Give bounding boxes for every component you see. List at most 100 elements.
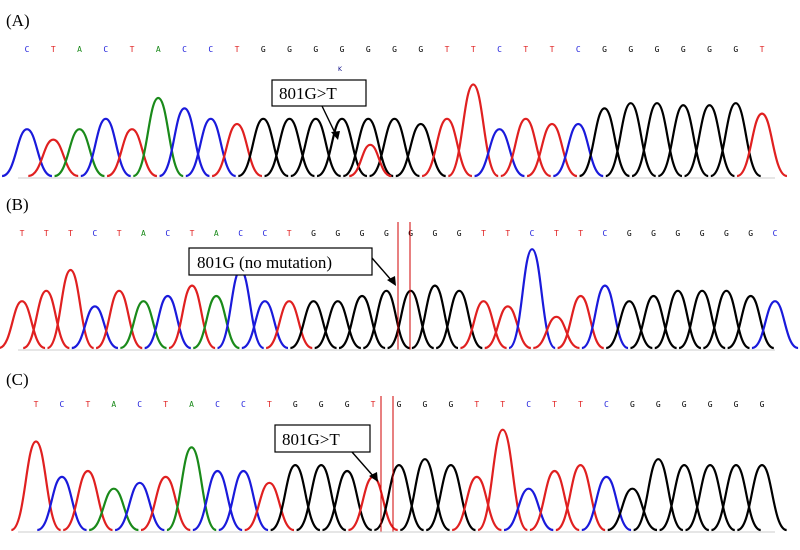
trace-peak [555, 464, 606, 532]
base-call: G [760, 400, 765, 409]
base-call: C [262, 229, 267, 238]
base-call: T [267, 400, 272, 409]
trace-peak [484, 305, 532, 350]
base-call: T [85, 400, 90, 409]
base-call: C [137, 400, 142, 409]
trace-peak [659, 464, 710, 532]
base-call: T [760, 45, 765, 54]
base-call: T [500, 400, 505, 409]
trace-peak [27, 138, 79, 178]
trace-peak [533, 315, 580, 350]
base-call: C [208, 45, 213, 54]
base-call: A [189, 400, 194, 409]
base-call: C [497, 45, 502, 54]
base-call: G [651, 229, 656, 238]
base-call: A [156, 45, 161, 54]
panel-a-secondary-call: K [338, 66, 343, 73]
base-call: G [681, 45, 686, 54]
panel-a-callout-box [271, 79, 367, 107]
trace-peak [373, 464, 425, 532]
base-call: C [182, 45, 187, 54]
trace-peak [421, 117, 473, 178]
panel-b-arrowhead [387, 276, 396, 286]
trace-peak [270, 464, 321, 532]
trace-peak [395, 122, 447, 178]
base-call: C [526, 400, 531, 409]
trace-peak [605, 300, 653, 350]
trace-peak [88, 487, 139, 532]
base-call: G [675, 229, 680, 238]
base-call: G [261, 45, 266, 54]
trace-peak [114, 481, 165, 532]
base-call: T [471, 45, 476, 54]
base-call: G [384, 229, 389, 238]
trace-peak [508, 248, 556, 350]
panel-a-callout: 801G>T [271, 79, 367, 140]
trace-peak [80, 117, 132, 178]
base-call: A [111, 400, 116, 409]
base-call: T [20, 229, 25, 238]
trace-peak [529, 469, 580, 532]
trace-peak [211, 122, 263, 178]
panel-b-traces [0, 248, 799, 350]
trace-peak [710, 102, 762, 178]
base-call: G [392, 45, 397, 54]
base-call: G [724, 229, 729, 238]
panel-b: (B) T T T C T A C T A C C T G G G G G G G T T C T T C G G G G G G C 801… [0, 195, 799, 351]
base-call: G [293, 400, 298, 409]
base-call: G [734, 400, 739, 409]
base-call: G [627, 229, 632, 238]
trace-peak [22, 289, 70, 350]
base-call: G [457, 229, 462, 238]
base-call: G [448, 400, 453, 409]
trace-peak [657, 104, 709, 178]
base-call: T [163, 400, 168, 409]
trace-peak [166, 446, 217, 532]
trace-peak [399, 458, 451, 532]
trace-peak [62, 469, 113, 532]
panel-a-arrowhead [331, 131, 340, 140]
panel-c-arrowhead [369, 472, 378, 482]
base-call: G [335, 229, 340, 238]
panel-c-callout-text: 801G>T [282, 430, 340, 449]
base-call: A [141, 229, 146, 238]
trace-peak [71, 305, 119, 350]
base-call: G [311, 229, 316, 238]
trace-peak [477, 428, 528, 532]
trace-peak [500, 117, 552, 178]
base-call: T [523, 45, 528, 54]
trace-peak [702, 289, 750, 350]
trace-peak [435, 289, 483, 350]
trace-peak [581, 475, 632, 532]
trace-peak [425, 464, 476, 532]
base-call: G [682, 400, 687, 409]
trace-peak [387, 289, 435, 350]
trace-peak [581, 284, 629, 350]
base-call: C [530, 229, 535, 238]
base-call: G [319, 400, 324, 409]
trace-peak [411, 284, 459, 350]
trace-peak [132, 96, 184, 178]
base-call: G [656, 400, 661, 409]
trace-peak [290, 117, 342, 178]
base-call: G [408, 229, 413, 238]
base-call: T [445, 45, 450, 54]
base-call: T [371, 400, 376, 409]
base-call: G [628, 45, 633, 54]
trace-peak [192, 469, 243, 532]
trace-peak [241, 300, 289, 350]
base-call: G [748, 229, 753, 238]
trace-peak [46, 268, 95, 350]
panel-c-label: (C) [6, 370, 29, 389]
trace-peak [460, 300, 507, 350]
base-call: G [700, 229, 705, 238]
trace-peak [244, 481, 295, 532]
base-call: T [51, 45, 56, 54]
base-call: T [34, 400, 39, 409]
panel-b-callout: 801G (no mutation) [188, 247, 396, 286]
panel-b-label: (B) [6, 195, 29, 214]
base-call: T [68, 229, 73, 238]
